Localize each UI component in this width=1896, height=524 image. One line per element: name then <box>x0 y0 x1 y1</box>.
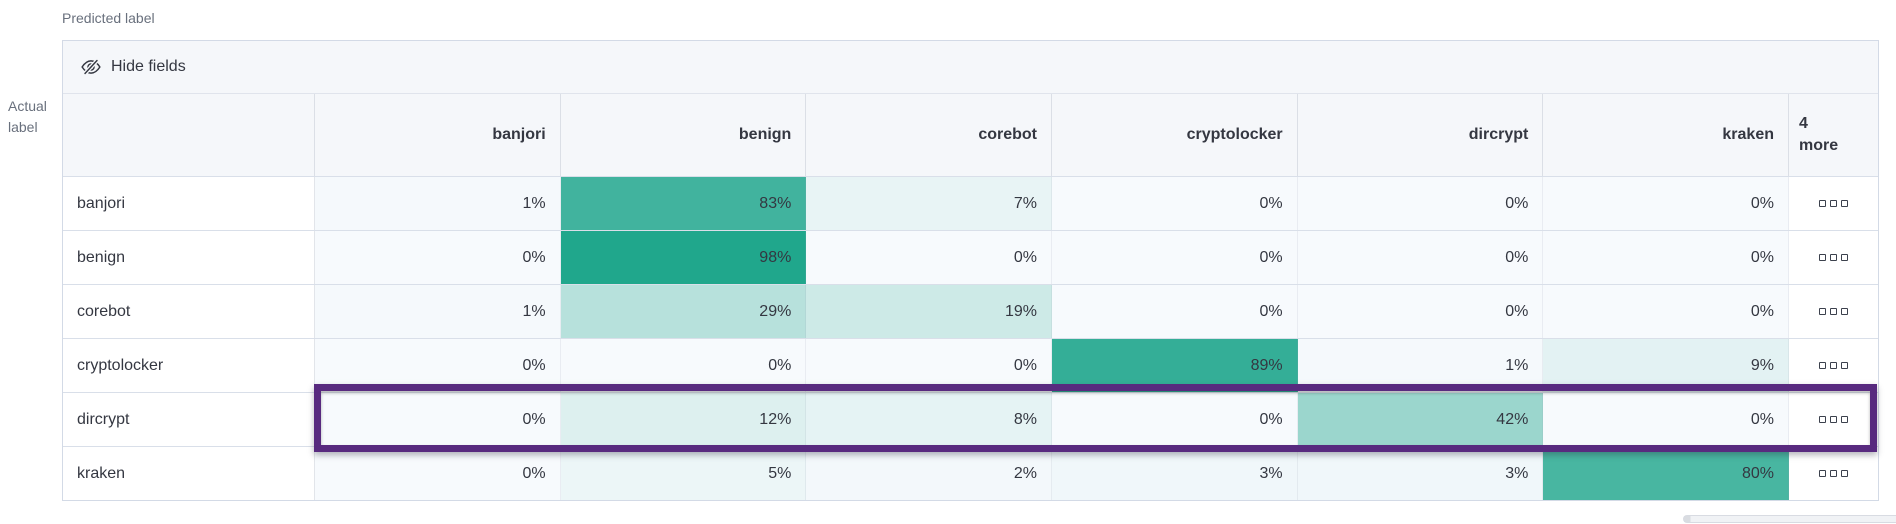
matrix-cell[interactable]: 98% <box>560 231 807 284</box>
column-header[interactable]: corebot <box>806 94 1052 176</box>
row-label: kraken <box>63 447 315 500</box>
eye-closed-icon <box>81 57 101 77</box>
row-label: cryptolocker <box>63 339 315 392</box>
matrix-cell[interactable]: 0% <box>806 339 1052 392</box>
column-header[interactable]: dircrypt <box>1298 94 1544 176</box>
matrix-cell[interactable]: 0% <box>315 339 561 392</box>
matrix-cell[interactable]: 42% <box>1297 393 1544 446</box>
predicted-label: Predicted label <box>62 10 155 26</box>
matrix-cell[interactable]: 19% <box>806 285 1052 338</box>
matrix-cell[interactable]: 0% <box>806 231 1052 284</box>
fields-toolbar: Hide fields <box>63 41 1878 94</box>
matrix-cell[interactable]: 0% <box>1543 393 1789 446</box>
table-row: cryptolocker 0% 0% 0% 89% 1% 9% <box>63 338 1878 392</box>
matrix-header-row: banjori benign corebot cryptolocker dircrypt… <box>63 94 1878 176</box>
matrix-cell[interactable]: 0% <box>1543 285 1789 338</box>
matrix-cell[interactable]: 12% <box>560 393 807 446</box>
matrix-cell[interactable]: 1% <box>315 285 561 338</box>
boxes-horizontal-icon <box>1789 231 1878 284</box>
row-label: corebot <box>63 285 315 338</box>
boxes-horizontal-icon <box>1789 177 1878 230</box>
matrix-cell[interactable]: 83% <box>560 177 807 230</box>
boxes-horizontal-icon <box>1789 285 1878 338</box>
matrix-cell[interactable]: 0% <box>1052 393 1298 446</box>
matrix-cell[interactable]: 1% <box>1297 339 1544 392</box>
row-label: dircrypt <box>63 393 315 446</box>
row-label: banjori <box>63 177 315 230</box>
horizontal-scrollbar[interactable] <box>1683 515 1896 523</box>
matrix-cell[interactable]: 0% <box>315 393 561 446</box>
matrix-cell[interactable]: 80% <box>1543 447 1789 500</box>
matrix-cell[interactable]: 0% <box>1297 177 1544 230</box>
table-row: banjori 1% 83% 7% 0% 0% 0% <box>63 176 1878 230</box>
table-row: corebot 1% 29% 19% 0% 0% 0% <box>63 284 1878 338</box>
matrix-cell[interactable]: 0% <box>315 447 561 500</box>
matrix-cell[interactable]: 89% <box>1052 339 1298 392</box>
boxes-horizontal-icon <box>1789 393 1878 446</box>
column-header[interactable]: benign <box>561 94 807 176</box>
more-columns-header[interactable]: 4 more <box>1799 115 1839 154</box>
matrix-cell[interactable]: 0% <box>1052 177 1298 230</box>
matrix-cell[interactable]: 9% <box>1543 339 1789 392</box>
matrix-body: banjori 1% 83% 7% 0% 0% 0% benign 0% 98% 0% 0% 0% 0% c… <box>63 176 1878 500</box>
matrix-cell[interactable]: 29% <box>560 285 807 338</box>
matrix-cell[interactable]: 0% <box>1297 231 1544 284</box>
matrix-cell[interactable]: 7% <box>806 177 1052 230</box>
matrix-cell[interactable]: 0% <box>1543 177 1789 230</box>
matrix-cell[interactable]: 0% <box>560 339 807 392</box>
row-label: benign <box>63 231 315 284</box>
hide-fields-button[interactable]: Hide fields <box>63 57 192 77</box>
matrix-cell[interactable]: 1% <box>315 177 561 230</box>
confusion-matrix-table: Hide fields banjori benign corebot cryptolo… <box>62 40 1879 501</box>
boxes-horizontal-icon <box>1789 447 1878 500</box>
corner-header-cell <box>63 94 315 176</box>
boxes-horizontal-icon <box>1789 339 1878 392</box>
matrix-cell[interactable]: 3% <box>1052 447 1298 500</box>
matrix-cell[interactable]: 2% <box>806 447 1052 500</box>
matrix-cell[interactable]: 5% <box>560 447 807 500</box>
table-row: benign 0% 98% 0% 0% 0% 0% <box>63 230 1878 284</box>
matrix-cell[interactable]: 0% <box>1543 231 1789 284</box>
column-header[interactable]: cryptolocker <box>1052 94 1298 176</box>
table-row: dircrypt 0% 12% 8% 0% 42% 0% <box>63 392 1878 446</box>
matrix-cell[interactable]: 0% <box>1297 285 1544 338</box>
matrix-cell[interactable]: 0% <box>315 231 561 284</box>
matrix-cell[interactable]: 3% <box>1297 447 1544 500</box>
column-header[interactable]: banjori <box>315 94 561 176</box>
actual-label: Actual label <box>8 98 47 135</box>
matrix-cell[interactable]: 0% <box>1052 231 1298 284</box>
matrix-cell[interactable]: 8% <box>806 393 1052 446</box>
matrix-cell[interactable]: 0% <box>1052 285 1298 338</box>
column-header[interactable]: kraken <box>1543 94 1789 176</box>
hide-fields-label: Hide fields <box>111 58 186 75</box>
table-row: kraken 0% 5% 2% 3% 3% 80% <box>63 446 1878 500</box>
